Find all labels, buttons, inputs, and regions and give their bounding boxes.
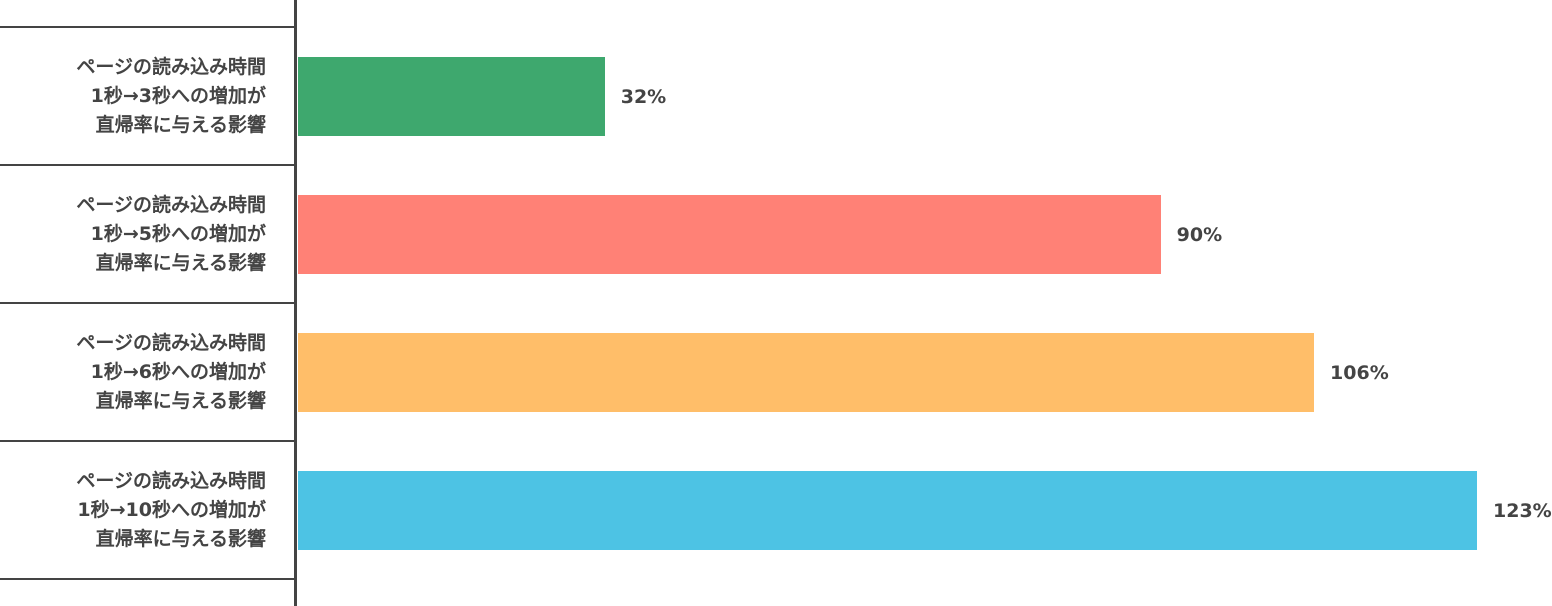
category-label: ページの読み込み時間 1秒→6秒への増加が 直帰率に与える影響 xyxy=(76,331,266,412)
bar xyxy=(298,57,605,136)
data-label: 90% xyxy=(1176,224,1223,246)
bar xyxy=(298,333,1315,412)
category-divider xyxy=(0,302,296,304)
bar xyxy=(298,471,1477,550)
category-label: ページの読み込み時間 1秒→3秒への増加が 直帰率に与える影響 xyxy=(76,55,266,136)
category-divider xyxy=(0,440,296,442)
data-label: 106% xyxy=(1330,362,1389,384)
bar xyxy=(298,195,1161,274)
category-divider xyxy=(0,26,296,28)
category-label: ページの読み込み時間 1秒→5秒への増加が 直帰率に与える影響 xyxy=(76,193,266,274)
data-label: 32% xyxy=(620,86,667,108)
category-divider xyxy=(0,578,296,580)
category-label: ページの読み込み時間 1秒→10秒への増加が 直帰率に与える影響 xyxy=(76,469,266,550)
data-label: 123% xyxy=(1493,500,1552,522)
category-divider xyxy=(0,164,296,166)
